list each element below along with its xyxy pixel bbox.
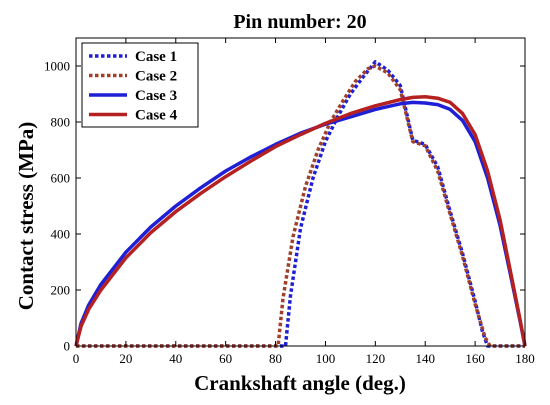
series-line-case-3 [74,100,527,347]
y-tick-label: 800 [51,115,71,130]
series-line-case-1 [76,60,525,348]
x-tick-label: 0 [73,351,80,366]
x-tick-label: 160 [465,351,485,366]
legend-entry-label: Case 3 [135,88,177,104]
plot-area [74,60,527,348]
y-tick-label: 0 [64,339,71,354]
x-axis-label: Crankshaft angle (deg.) [194,371,406,395]
x-tick-label: 120 [366,351,386,366]
chart-title: Pin number: 20 [233,11,366,33]
series-line-case-2 [76,64,525,348]
legend-entry-label: Case 2 [135,69,177,85]
series-line-case-4 [74,95,527,347]
x-tick-label: 80 [269,351,282,366]
y-tick-label: 600 [51,171,71,186]
legend: Case 1 Case 2 Case 3 Case 4 [81,42,199,128]
y-tick-label: 200 [51,283,71,298]
x-tick-label: 100 [316,351,336,366]
y-axis-label: Contact stress (MPa) [14,122,38,311]
x-tick-label: 180 [515,351,535,366]
axes: 0 20 40 60 80 100 120 140 160 180 0 200 400 600 800 100… [44,37,535,366]
legend-entry-label: Case 1 [135,49,177,65]
legend-entry-label: Case 4 [135,108,178,124]
x-tick-label: 140 [415,351,435,366]
axes-frame [75,37,526,347]
y-tick-label: 1000 [44,59,70,74]
x-tick-label: 40 [169,351,182,366]
x-tick-label: 20 [119,351,132,366]
x-tick-label: 60 [219,351,232,366]
y-tick-label: 400 [51,227,71,242]
